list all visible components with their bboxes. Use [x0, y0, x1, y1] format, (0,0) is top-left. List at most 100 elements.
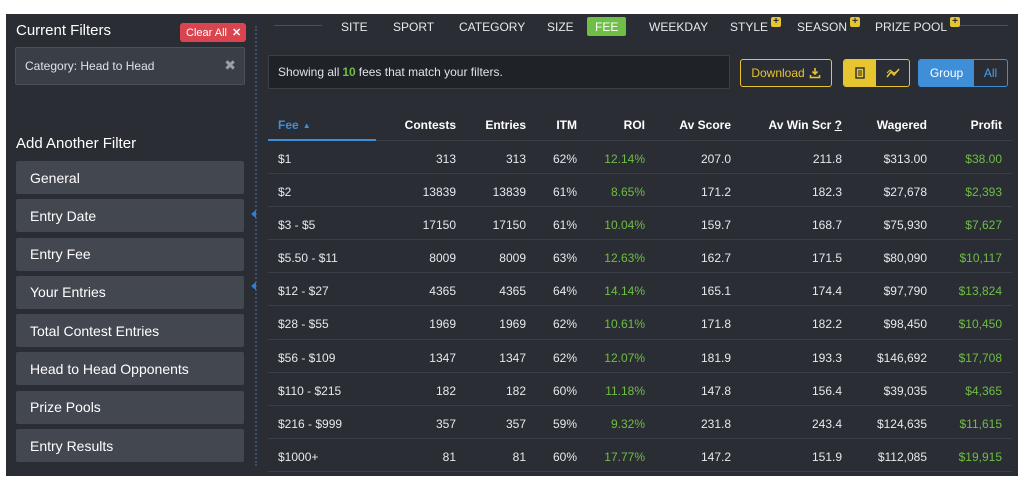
tab-fee[interactable]: FEE — [587, 17, 627, 36]
filter-item-total-contest-entries[interactable]: Total Contest Entries — [16, 314, 244, 348]
active-filter-box: Category: Head to Head ✖ — [15, 47, 245, 85]
cell-itm: 59% — [552, 416, 577, 431]
tab-style-label: STYLE — [730, 19, 769, 34]
cell-fee: $56 - $109 — [278, 350, 336, 365]
cell-contests: 8009 — [429, 251, 456, 266]
tab-line-right — [960, 25, 1008, 26]
table-row[interactable]: $1 313 313 62% 12.14% 207.0 211.8 $313.00 $38.00 — [268, 141, 1012, 175]
cell-av-win-scr: 211.8 — [812, 152, 842, 166]
cell-entries: 1347 — [499, 350, 526, 365]
col-av-score-header[interactable]: Av Score — [679, 118, 731, 132]
table-row[interactable]: $3 - $5 17150 17150 61% 10.04% 159.7 168.7 $75,… — [268, 207, 1012, 241]
clear-all-label: Clear All — [186, 26, 227, 39]
cell-wagered: $112,085 — [877, 449, 927, 464]
cell-itm: 60% — [552, 383, 577, 398]
tab-season[interactable]: SEASON + — [797, 16, 861, 36]
clear-all-button[interactable]: Clear All ✕ — [180, 23, 247, 42]
cell-contests: 17150 — [422, 218, 456, 233]
add-filter-title: Add Another Filter — [16, 135, 137, 152]
cell-entries: 313 — [505, 152, 526, 166]
filter-item-entry-date[interactable]: Entry Date — [16, 199, 244, 233]
table-row[interactable]: $2 13839 13839 61% 8.65% 171.2 182.3 $27,678 $2,… — [268, 174, 1012, 208]
plus-icon: + — [850, 16, 861, 27]
tab-prize-pool[interactable]: PRIZE POOL + — [875, 16, 961, 36]
filter-item-your-entries[interactable]: Your Entries — [16, 275, 244, 309]
table-row[interactable]: $216 - $999 357 357 59% 9.32% 231.8 243.4 $124,… — [268, 406, 1012, 439]
cell-roi: 12.63% — [604, 251, 645, 266]
filter-item-entry-fee[interactable]: Entry Fee — [16, 237, 244, 271]
tab-category[interactable]: CATEGORY — [459, 19, 526, 34]
group-button[interactable]: Group — [919, 60, 974, 86]
cell-contests: 313 — [435, 152, 456, 166]
cell-entries: 81 — [512, 449, 526, 464]
tab-style[interactable]: STYLE + — [730, 16, 782, 36]
col-profit-header[interactable]: Profit — [970, 118, 1002, 132]
tab-weekday[interactable]: WEEKDAY — [649, 19, 709, 34]
table-row[interactable]: $28 - $55 1969 1969 62% 10.61% 171.8 182.2 $98,… — [268, 306, 1012, 340]
table-row[interactable]: $110 - $215 182 182 60% 11.18% 147.8 156.4 $39,… — [268, 373, 1012, 406]
cell-av-score: 147.2 — [700, 449, 731, 464]
cell-profit: $10,117 — [959, 251, 1003, 266]
cell-itm: 61% — [552, 185, 577, 200]
cell-itm: 61% — [552, 218, 577, 233]
app-frame: Current Filters Clear All ✕ Category: He… — [6, 14, 1018, 476]
col-wagered-header[interactable]: Wagered — [876, 118, 927, 132]
line-chart-icon — [885, 68, 900, 78]
filter-item-general[interactable]: General — [16, 161, 244, 194]
cell-fee: $12 - $27 — [278, 284, 329, 299]
tab-site[interactable]: SITE — [341, 19, 368, 34]
cell-contests: 13839 — [422, 185, 456, 200]
cell-fee: $1000+ — [278, 449, 319, 464]
cell-contests: 357 — [435, 416, 456, 431]
cell-wagered: $146,692 — [876, 350, 927, 365]
plus-icon: + — [771, 16, 782, 27]
col-entries-header[interactable]: Entries — [485, 118, 526, 132]
table-row[interactable]: $56 - $109 1347 1347 62% 12.07% 181.9 193.3 $14… — [268, 340, 1012, 373]
cell-wagered: $97,790 — [883, 284, 927, 299]
cell-wagered: $39,035 — [883, 383, 927, 398]
cell-roi: 12.07% — [604, 350, 645, 365]
filter-item-prize-pools[interactable]: Prize Pools — [16, 390, 244, 424]
col-roi-header[interactable]: ROI — [623, 118, 645, 132]
col-av-win-scr-header[interactable]: Av Win Scr ? — [769, 118, 842, 132]
filter-item-entry-results[interactable]: Entry Results — [16, 429, 244, 463]
cell-av-score: 159.7 — [700, 218, 731, 233]
table-view-icon — [855, 67, 865, 79]
chart-view-button[interactable] — [876, 60, 909, 86]
cell-av-score: 171.2 — [700, 185, 731, 200]
cell-entries: 1969 — [499, 317, 526, 332]
cell-profit: $19,915 — [958, 449, 1002, 464]
cell-itm: 64% — [552, 284, 577, 299]
cell-profit: $13,824 — [958, 284, 1002, 299]
download-button[interactable]: Download — [740, 59, 832, 87]
col-fee-header[interactable]: Fee ▲ — [278, 118, 311, 132]
filter-item-head-to-head-opponents[interactable]: Head to Head Opponents — [16, 352, 244, 386]
cell-fee: $5.50 - $11 — [278, 251, 338, 266]
tab-size[interactable]: SIZE — [547, 19, 574, 34]
collapse-arrow-icon[interactable] — [251, 210, 256, 218]
info-prefix: Showing all — [278, 65, 340, 79]
tab-line-left — [274, 25, 322, 26]
fee-table: Fee ▲ Contests Entries ITM ROI Av Score A… — [268, 108, 1012, 472]
col-itm-header[interactable]: ITM — [556, 118, 577, 132]
table-row[interactable]: $5.50 - $11 8009 8009 63% 12.63% 162.7 171.5 $8… — [268, 240, 1012, 274]
cell-av-score: 231.8 — [700, 416, 731, 431]
cell-roi: 10.04% — [604, 218, 645, 233]
filter-list: General Entry Date Entry Fee Your Entrie… — [16, 161, 244, 467]
col-contests-header[interactable]: Contests — [404, 118, 456, 132]
cell-entries: 357 — [505, 416, 526, 431]
cell-wagered: $80,090 — [883, 251, 927, 266]
tab-sport[interactable]: SPORT — [393, 19, 435, 34]
help-icon[interactable]: ? — [834, 118, 842, 132]
table-row[interactable]: $12 - $27 4365 4365 64% 14.14% 165.1 174.4 $97,… — [268, 273, 1012, 307]
collapse-arrow-icon[interactable] — [251, 282, 256, 290]
all-button[interactable]: All — [983, 66, 998, 80]
cell-profit: $17,708 — [958, 350, 1002, 365]
cell-entries: 13839 — [492, 185, 526, 200]
table-row[interactable]: $1000+ 81 81 60% 17.77% 147.2 151.9 $112,085 $19… — [268, 439, 1012, 472]
remove-filter-icon[interactable]: ✖ — [224, 57, 236, 73]
table-view-button[interactable] — [844, 60, 877, 86]
cell-profit: $2,393 — [965, 185, 1002, 200]
cell-av-win-scr: 174.4 — [811, 284, 842, 299]
cell-roi: 9.32% — [610, 416, 645, 431]
